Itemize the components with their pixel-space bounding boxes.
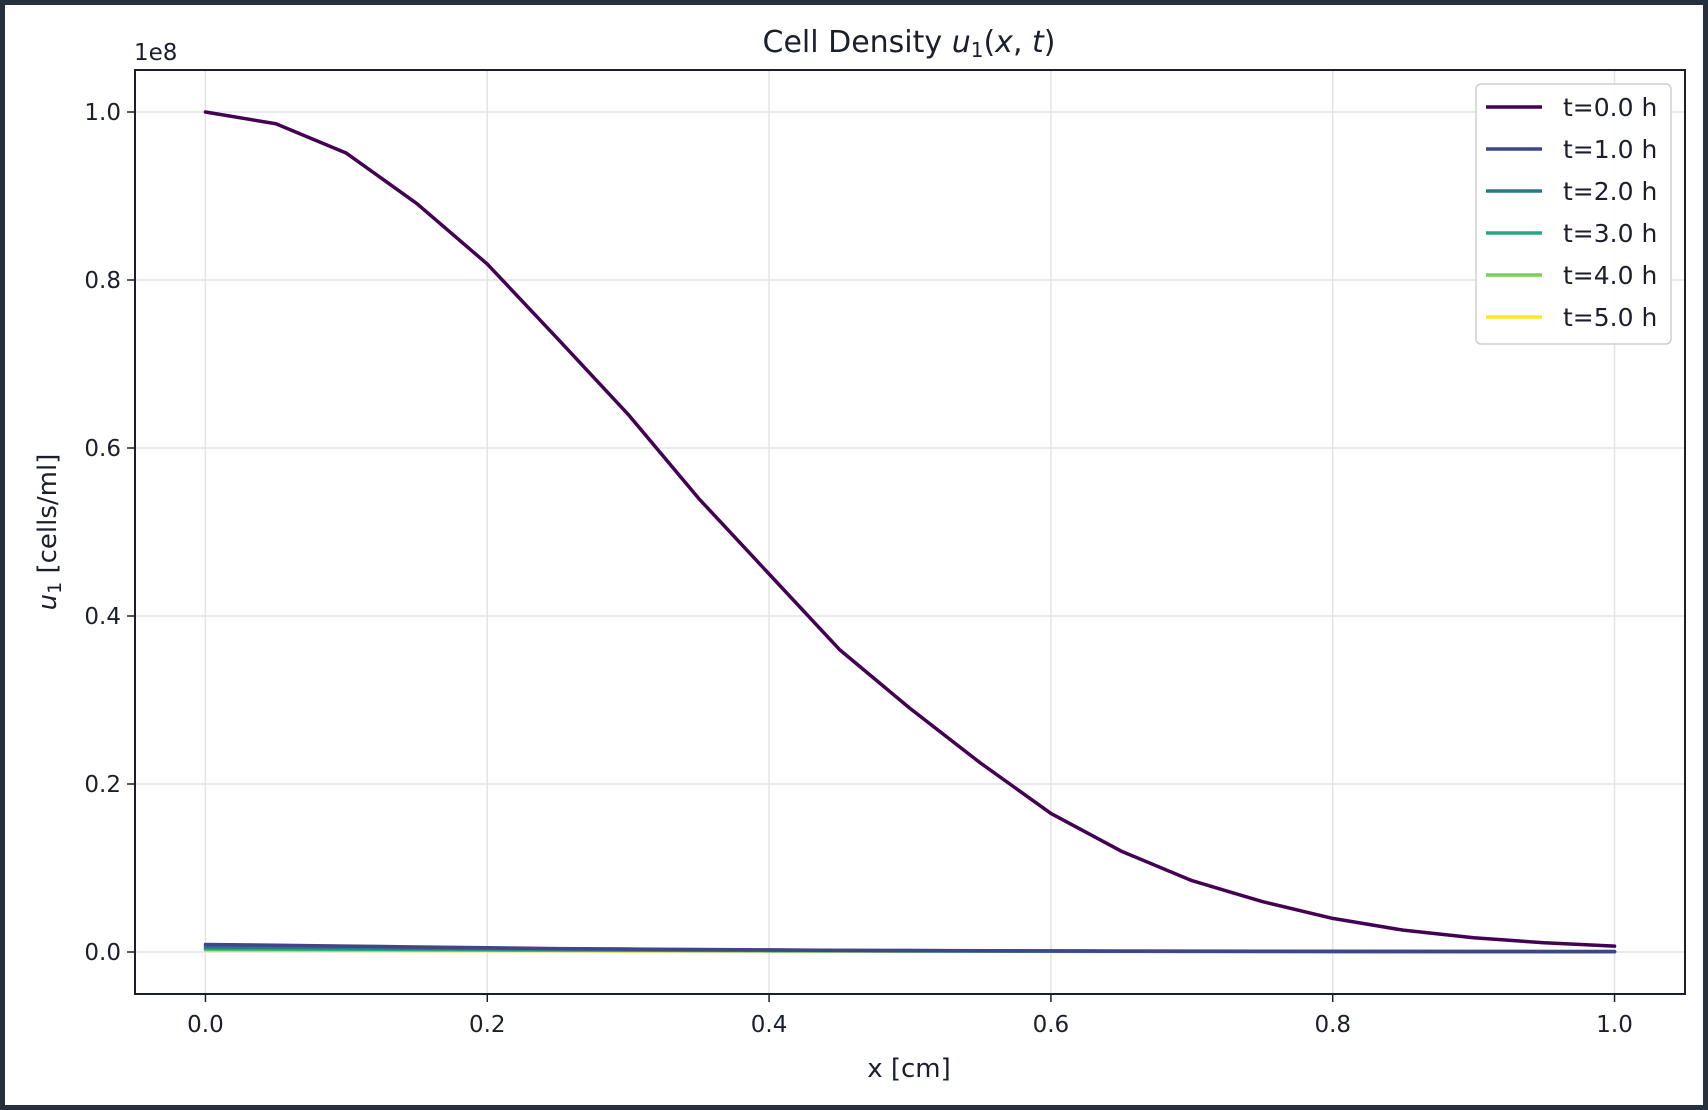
x-tick-label: 0.2 [469,1012,506,1038]
y-tick-label: 0.4 [84,604,121,630]
y-tick-label: 0.8 [84,268,121,294]
chart-title: Cell Density u1(x, t) [763,25,1056,62]
y-offset-label: 1e8 [134,40,177,66]
legend-label: t=5.0 h [1563,303,1657,332]
x-tick-label: 0.0 [187,1012,224,1038]
x-tick-label: 0.8 [1314,1012,1351,1038]
y-axis-label: u1 [cells/ml] [33,454,66,611]
series-lines [203,110,1617,954]
x-tick-label: 0.4 [751,1012,788,1038]
legend: t=0.0 h t=1.0 h t=2.0 h t=3.0 h t=4.0 h t=5.0… [1475,83,1672,345]
y-tick-label: 0.2 [84,772,121,798]
legend-label: t=3.0 h [1563,219,1657,248]
y-tick-label: 0.0 [84,940,121,966]
x-axis-label: x [cm] [867,1054,951,1084]
x-tick-label: 1.0 [1596,1012,1633,1038]
x-tick-label: 0.6 [1033,1012,1070,1038]
series-line-0 [203,110,1617,948]
plot-area-border [134,69,1686,995]
legend-label: t=4.0 h [1563,261,1657,290]
legend-label: t=2.0 h [1563,177,1657,206]
figure-canvas [5,5,1703,1105]
grid [135,70,1685,994]
axis-ticks: 0.0 0.2 0.4 0.6 0.8 1.0 0.0 0.2 0.4 0.6 0.8 1.0 [84,100,1632,1038]
y-tick-label: 1.0 [84,100,121,126]
legend-label: t=1.0 h [1563,135,1657,164]
series-line-1 [203,942,1617,954]
y-tick-label: 0.6 [84,436,121,462]
legend-label: t=0.0 h [1563,93,1657,122]
